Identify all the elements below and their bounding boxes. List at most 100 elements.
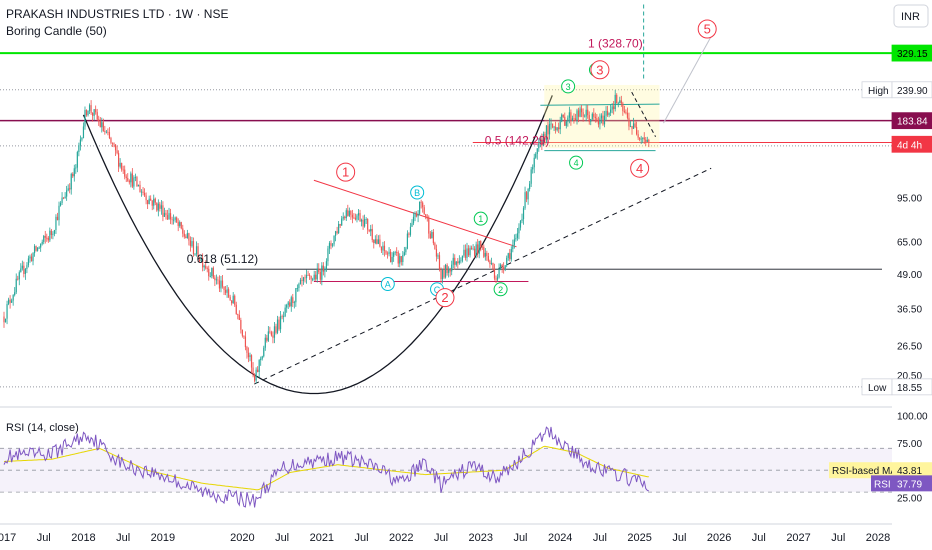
candle-body	[429, 233, 431, 239]
candle-body	[58, 205, 60, 221]
candle-body	[386, 253, 389, 255]
candle-body	[287, 302, 289, 305]
candle-body	[548, 123, 551, 135]
candle-body	[163, 212, 166, 217]
candle-body	[284, 307, 286, 317]
candle-body	[590, 119, 592, 122]
candle-body	[400, 256, 402, 263]
candle-body	[221, 280, 224, 287]
candle-body	[522, 208, 525, 220]
chart-title: PRAKASH INDUSTRIES LTD · 1W · NSE	[6, 7, 229, 21]
wave-label: 1	[478, 214, 483, 224]
candle-body	[415, 213, 418, 217]
candle-body	[538, 143, 540, 149]
rsi-tick-label: 25.00	[897, 494, 922, 505]
candle-body	[150, 198, 152, 201]
rsi-line	[3, 426, 650, 508]
candle-body	[157, 203, 159, 211]
candle-body	[622, 103, 624, 112]
candle-body	[76, 152, 78, 168]
candle-body	[606, 110, 609, 116]
candle-body	[17, 278, 19, 280]
candle-body	[342, 216, 344, 219]
candle-body	[648, 139, 650, 142]
candle-body	[564, 116, 566, 126]
candle-body	[30, 256, 33, 262]
candle-body	[104, 130, 106, 132]
candle-body	[188, 233, 190, 241]
candle-body	[527, 188, 529, 200]
candle-body	[496, 277, 499, 280]
candle-body	[443, 268, 445, 278]
candle-body	[194, 253, 196, 255]
candle-body	[29, 256, 31, 259]
candle-body	[545, 125, 548, 140]
candle-body	[272, 335, 274, 338]
rsi-pane[interactable]: RSI (14, close)	[0, 422, 892, 508]
candle-body	[486, 252, 488, 257]
candle-body	[70, 173, 72, 190]
candle-body	[142, 191, 144, 193]
candle-body	[464, 249, 467, 258]
candle-body	[588, 115, 590, 122]
candle-body	[619, 100, 621, 104]
fib-label: 1 (328.70)	[588, 37, 643, 51]
time-tick-label: Jul	[593, 532, 607, 544]
wave-marker	[569, 155, 584, 170]
candle-body	[446, 264, 448, 274]
candle-body	[495, 278, 497, 280]
candles	[3, 90, 650, 384]
candle-body	[24, 268, 26, 274]
candle-body	[634, 123, 636, 127]
candle-body	[186, 233, 188, 239]
candle-body	[156, 202, 158, 211]
candle-body	[344, 216, 346, 219]
candle-body	[73, 168, 75, 177]
wave-marker	[410, 185, 425, 200]
price-badge-text: 329.15	[897, 49, 928, 60]
candle-body	[264, 337, 266, 348]
candle-body	[480, 240, 482, 247]
candle-body	[338, 223, 340, 234]
candle-body	[179, 222, 181, 226]
candle-body	[202, 257, 204, 268]
candle-body	[646, 139, 648, 142]
candle-body	[299, 279, 302, 284]
candle-body	[399, 256, 401, 264]
candle-body	[44, 235, 46, 238]
candle-body	[620, 100, 622, 104]
candle-body	[108, 132, 111, 139]
candle-body	[206, 268, 208, 270]
candle-body	[200, 257, 202, 261]
candle-body	[435, 249, 438, 257]
candle-body	[642, 137, 644, 139]
candle-body	[489, 260, 491, 264]
candle-body	[454, 257, 456, 265]
time-tick-label: Jul	[116, 532, 130, 544]
price-badge-text: 18.55	[897, 383, 922, 394]
candle-body	[521, 219, 523, 221]
candle-body	[153, 198, 155, 206]
candle-body	[124, 169, 126, 177]
wave-marker	[630, 158, 650, 178]
candle-body	[444, 264, 447, 278]
candle-body	[460, 260, 462, 262]
candle-body	[189, 240, 192, 247]
candle-body	[580, 108, 583, 113]
candle-body	[365, 219, 367, 220]
candle-body	[374, 239, 376, 244]
candle-body	[587, 109, 589, 116]
candle-body	[409, 226, 412, 235]
candle-body	[487, 256, 489, 261]
time-tick-label: Jul	[672, 532, 686, 544]
rsi-name-box	[871, 475, 892, 492]
badge-label: Low	[868, 383, 887, 394]
candle-body	[47, 237, 49, 241]
candle-body	[568, 112, 570, 118]
candle-body	[209, 276, 211, 277]
candle-body	[309, 275, 311, 276]
candle-body	[32, 253, 34, 262]
candle-body	[228, 289, 230, 297]
candle-body	[518, 227, 520, 234]
